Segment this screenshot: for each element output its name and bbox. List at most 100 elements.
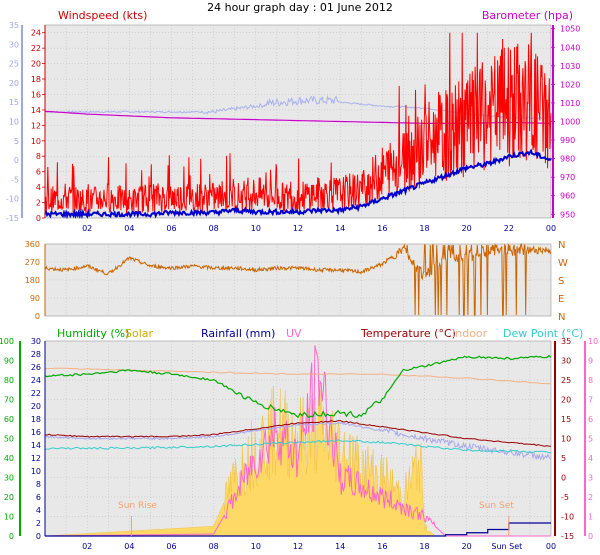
- y-tick-windspeed: 4: [36, 183, 41, 192]
- series-temperature-outdoor-raw: [44, 421, 552, 461]
- y-tick-temperature-outer: 0: [14, 156, 19, 165]
- y-label-compass: W: [558, 258, 568, 269]
- y-tick-temperature-outer: 15: [9, 98, 19, 107]
- barometer-axis-label: Barometer (hpa): [482, 9, 573, 22]
- y-label-compass: N: [558, 312, 565, 323]
- x-tick-label: 06: [166, 542, 176, 551]
- y-tick-humidity: 0: [9, 532, 14, 541]
- y-tick-rainfall: 26: [31, 363, 41, 372]
- y-tick-rainfall: 8: [36, 480, 41, 489]
- y-label-compass: N: [558, 240, 565, 251]
- y-tick-rainfall: 22: [31, 389, 41, 398]
- y-tick-temperature-outer: 25: [9, 60, 19, 69]
- series-dewpoint: [44, 439, 551, 454]
- y-tick-rainfall: 12: [31, 454, 41, 463]
- x-tick-label: 12: [293, 224, 303, 233]
- axes-layer: 024681012141618202224-15-10-505101520253…: [0, 21, 598, 551]
- x-tick-label: 10: [251, 542, 261, 551]
- y-tick-uv: 9: [588, 357, 593, 366]
- y-tick-rainfall: 18: [31, 415, 41, 424]
- y-tick-temperature-outer: 5: [14, 137, 19, 146]
- y-tick-temperature: -5: [561, 493, 569, 502]
- y-tick-humidity: 60: [4, 415, 14, 424]
- y-tick-temperature: 30: [561, 357, 571, 366]
- y-tick-direction: 270: [25, 258, 40, 267]
- y-tick-windspeed: 20: [31, 60, 41, 69]
- y-tick-barometer: 990: [560, 136, 575, 145]
- y-tick-uv: 2: [588, 493, 593, 502]
- y-tick-direction: 180: [25, 276, 40, 285]
- sun-set-annotation: Sun Set: [479, 501, 514, 511]
- y-tick-direction: 0: [35, 312, 40, 321]
- y-tick-temperature: -15: [561, 532, 574, 541]
- y-tick-windspeed: 2: [36, 199, 41, 208]
- x-tick-label: 20: [462, 542, 472, 551]
- y-tick-windspeed: 0: [36, 214, 41, 223]
- chart-title: 24 hour graph day : 01 June 2012: [207, 1, 393, 14]
- y-tick-windspeed: 22: [31, 44, 41, 53]
- x-tick-label: 12: [293, 542, 303, 551]
- x-tick-label: 14: [335, 542, 345, 551]
- y-tick-barometer: 980: [560, 155, 575, 164]
- y-tick-windspeed: 18: [31, 75, 41, 84]
- y-tick-barometer: 1040: [560, 43, 580, 52]
- y-tick-windspeed: 24: [31, 29, 41, 38]
- y-tick-humidity: 20: [4, 493, 14, 502]
- y-tick-uv: 10: [588, 337, 598, 346]
- y-tick-temperature: 0: [561, 474, 566, 483]
- x-tick-label: 08: [209, 224, 219, 233]
- y-tick-barometer: 960: [560, 192, 575, 201]
- rainfall-label: Rainfall (mm): [201, 327, 275, 340]
- temperature-label: Temperature (°C): [360, 327, 456, 340]
- y-tick-temperature-outer: 35: [9, 21, 19, 30]
- x-tick-label: 04: [124, 224, 134, 233]
- x-tick-label: 14: [335, 224, 345, 233]
- y-label-compass: E: [558, 294, 564, 305]
- y-tick-rainfall: 10: [31, 467, 41, 476]
- y-tick-temperature: 10: [561, 435, 571, 444]
- x-tick-label: 00: [546, 542, 556, 551]
- y-tick-direction: 360: [25, 240, 40, 249]
- x-tick-label: 04: [124, 542, 134, 551]
- y-tick-rainfall: 24: [31, 376, 41, 385]
- y-tick-temperature: 5: [561, 454, 566, 463]
- y-label-compass: S: [558, 276, 564, 287]
- y-tick-windspeed: 16: [31, 90, 41, 99]
- y-tick-rainfall: 30: [31, 337, 41, 346]
- x-tick-label: 18: [419, 542, 429, 551]
- y-tick-temperature: 20: [561, 396, 571, 405]
- y-tick-rainfall: 20: [31, 402, 41, 411]
- indoor-label: Indoor: [452, 327, 488, 340]
- x-tick-label: Sun Set: [491, 542, 522, 551]
- series-windspeed: [44, 32, 552, 215]
- y-tick-temperature: 35: [561, 337, 571, 346]
- y-tick-barometer: 1010: [560, 99, 580, 108]
- series-uv: [45, 345, 551, 537]
- y-tick-temperature: -10: [561, 513, 574, 522]
- y-tick-barometer: 1000: [560, 118, 580, 127]
- y-tick-rainfall: 4: [36, 506, 41, 515]
- y-tick-barometer: 950: [560, 210, 575, 219]
- y-tick-barometer: 1020: [560, 80, 580, 89]
- y-tick-windspeed: 10: [31, 137, 41, 146]
- uv-label: UV: [286, 327, 302, 340]
- y-tick-windspeed: 6: [36, 168, 41, 177]
- x-tick-label: 16: [377, 224, 387, 233]
- sun-rise-annotation: Sun Rise: [118, 501, 157, 511]
- x-tick-label: 00: [546, 224, 556, 233]
- y-tick-humidity: 10: [4, 513, 14, 522]
- y-tick-rainfall: 0: [36, 532, 41, 541]
- series-temperature: [44, 420, 552, 447]
- y-tick-humidity: 70: [4, 396, 14, 405]
- windspeed-axis-label: Windspeed (kts): [58, 9, 147, 22]
- x-tick-label: 22: [504, 224, 514, 233]
- x-tick-label: 08: [209, 542, 219, 551]
- y-tick-uv: 8: [588, 376, 593, 385]
- dewpoint-label: Dew Point (°C): [503, 327, 583, 340]
- y-tick-temperature-outer: 30: [9, 40, 19, 49]
- y-tick-humidity: 40: [4, 454, 14, 463]
- y-tick-uv: 1: [588, 513, 593, 522]
- y-tick-direction: 90: [30, 294, 40, 303]
- y-tick-uv: 5: [588, 435, 593, 444]
